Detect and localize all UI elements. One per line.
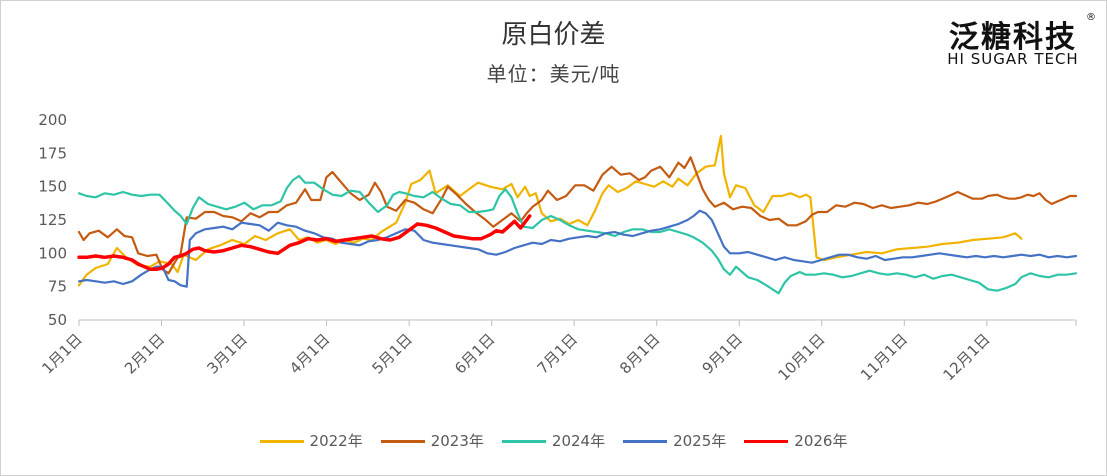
legend-label: 2026年 [794, 432, 848, 450]
x-tick-label: 8月1日 [616, 330, 663, 377]
x-tick-label: 11月1日 [857, 330, 911, 384]
series-line-2022年 [77, 134, 1023, 287]
x-tick-label: 6月1日 [451, 330, 498, 377]
legend-label: 2024年 [551, 432, 606, 450]
legend-label: 2022年 [309, 432, 363, 450]
legend-item: 2026年 [744, 430, 847, 451]
x-axis: 1月1日 2月1日 3月1日 4月1日 5月1日 6月1日 7月1日 8月1日 9月1日 10月1… [38, 319, 1077, 384]
y-tick-label: 100 [38, 244, 67, 262]
x-tick-label: 5月1日 [369, 330, 416, 377]
x-tick-label: 10月1日 [774, 330, 828, 384]
x-tick-label: 3月1日 [203, 330, 250, 377]
y-tick-label: 50 [48, 311, 67, 329]
x-tick-label: 4月1日 [286, 330, 333, 377]
series-line-2025年 [77, 209, 1078, 288]
x-tick-label: 9月1日 [699, 330, 746, 377]
logo-chinese-text: 泛糖科技 [949, 20, 1077, 55]
x-tick-label: 7月1日 [534, 330, 581, 377]
y-tick-label: 125 [38, 211, 67, 229]
y-tick-label: 150 [38, 178, 67, 196]
chart-title: 原白价差 [501, 20, 606, 50]
legend-item: 2025年 [623, 430, 726, 451]
y-tick-label: 200 [38, 111, 67, 129]
legend-label: 2023年 [430, 432, 484, 450]
series-lines [77, 134, 1078, 295]
legend-item: 2023年 [380, 430, 484, 451]
legend-label: 2025年 [673, 432, 727, 450]
y-axis: 50 75 100 125 150 175 200 [38, 111, 67, 329]
brand-logo: 泛糖科技 ® HI SUGAR TECH [938, 12, 1103, 72]
x-tick-label: 2月1日 [121, 330, 168, 377]
series-line-2024年 [77, 174, 1078, 295]
y-tick-label: 175 [38, 144, 67, 162]
y-tick-label: 75 [48, 278, 67, 296]
x-tick-label: 1月1日 [38, 330, 85, 377]
registered-mark: ® [1086, 12, 1096, 23]
legend-swatch [501, 440, 546, 443]
legend-swatch [623, 440, 668, 443]
series-line-2026年 [77, 214, 532, 272]
legend-swatch [744, 440, 789, 443]
legend: 2022年 2023年 2024年 2025年 2026年 [0, 430, 1107, 451]
x-tick-label: 12月1日 [939, 330, 993, 384]
legend-item: 2022年 [259, 430, 363, 451]
chart-subtitle: 单位：美元/吨 [486, 62, 621, 86]
legend-item: 2024年 [501, 430, 606, 451]
legend-swatch [380, 440, 425, 443]
logo-english-text: HI SUGAR TECH [947, 50, 1079, 68]
series-line-2023年 [77, 156, 1078, 275]
legend-swatch [259, 440, 304, 443]
